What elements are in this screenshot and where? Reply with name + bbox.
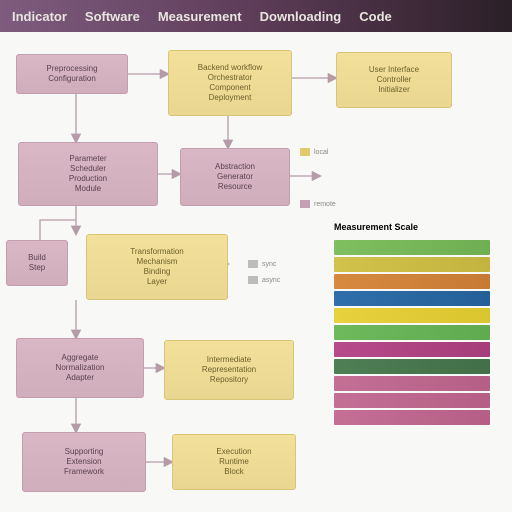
flow-node: AbstractionGeneratorResource: [180, 148, 290, 206]
node-text: Configuration: [23, 74, 121, 84]
flow-node: Backend workflowOrchestratorComponentDep…: [168, 50, 292, 116]
node-text: Execution: [179, 447, 289, 457]
legend-bar: [334, 342, 490, 357]
node-text: Framework: [29, 467, 139, 477]
node-text: Preprocessing: [23, 64, 121, 74]
header-bar: Indicator Software Measurement Downloadi…: [0, 0, 512, 32]
node-text: Build: [13, 253, 61, 263]
node-text: Aggregate: [23, 353, 137, 363]
legend-bar: [334, 393, 490, 408]
header-item: Indicator: [12, 9, 67, 24]
node-text: Controller: [343, 75, 445, 85]
legend-bar: [334, 325, 490, 340]
node-text: Production: [25, 174, 151, 184]
node-text: Component: [175, 83, 285, 93]
flow-node: ExecutionRuntimeBlock: [172, 434, 296, 490]
node-text: Parameter: [25, 154, 151, 164]
node-text: Resource: [187, 182, 283, 192]
legend-bar: [334, 359, 490, 374]
flow-node: SupportingExtensionFramework: [22, 432, 146, 492]
node-text: User Interface: [343, 65, 445, 75]
flow-node: User InterfaceControllerInitializer: [336, 52, 452, 108]
flow-node: IntermediateRepresentationRepository: [164, 340, 294, 400]
legend-bar: [334, 291, 490, 306]
legend-bar: [334, 376, 490, 391]
node-text: Repository: [171, 375, 287, 385]
node-text: Binding: [93, 267, 221, 277]
mini-legend-item: async: [248, 276, 280, 284]
node-text: Scheduler: [25, 164, 151, 174]
legend-bar: [334, 308, 490, 323]
node-text: Runtime: [179, 457, 289, 467]
header-item: Measurement: [158, 9, 242, 24]
legend-bar: [334, 257, 490, 272]
legend: Measurement Scale: [334, 222, 490, 425]
node-text: Adapter: [23, 373, 137, 383]
node-text: Normalization: [23, 363, 137, 373]
mini-legend-item: local: [300, 148, 328, 156]
node-text: Representation: [171, 365, 287, 375]
header-item: Code: [359, 9, 392, 24]
node-text: Deployment: [175, 93, 285, 103]
node-text: Block: [179, 467, 289, 477]
node-text: Step: [13, 263, 61, 273]
node-text: Layer: [93, 277, 221, 287]
node-text: Transformation: [93, 247, 221, 257]
flow-node: BuildStep: [6, 240, 68, 286]
node-text: Intermediate: [171, 355, 287, 365]
legend-bar: [334, 274, 490, 289]
flow-node: AggregateNormalizationAdapter: [16, 338, 144, 398]
header-item: Software: [85, 9, 140, 24]
node-text: Orchestrator: [175, 73, 285, 83]
node-text: Backend workflow: [175, 63, 285, 73]
node-text: Module: [25, 184, 151, 194]
flow-node: ParameterSchedulerProductionModule: [18, 142, 158, 206]
mini-legend-item: remote: [300, 200, 336, 208]
mini-label: async: [262, 277, 280, 284]
mini-legend-item: sync: [248, 260, 276, 268]
node-text: Abstraction: [187, 162, 283, 172]
legend-bar: [334, 240, 490, 255]
mini-label: sync: [262, 261, 276, 268]
legend-title: Measurement Scale: [334, 222, 490, 232]
node-text: Generator: [187, 172, 283, 182]
flow-node: TransformationMechanismBindingLayer: [86, 234, 228, 300]
header-item: Downloading: [260, 9, 342, 24]
node-text: Mechanism: [93, 257, 221, 267]
node-text: Extension: [29, 457, 139, 467]
diagram-canvas: Indicator Software Measurement Downloadi…: [0, 0, 512, 512]
node-text: Supporting: [29, 447, 139, 457]
legend-bar: [334, 410, 490, 425]
node-text: Initializer: [343, 85, 445, 95]
flow-node: PreprocessingConfiguration: [16, 54, 128, 94]
mini-label: remote: [314, 201, 336, 208]
mini-label: local: [314, 149, 328, 156]
